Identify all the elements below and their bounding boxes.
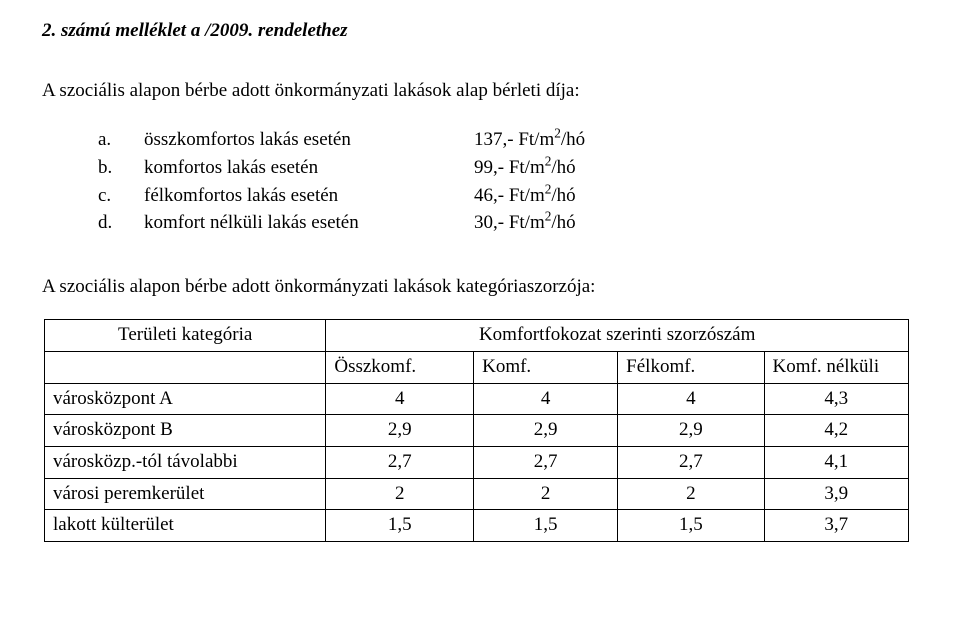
attachment-heading: 2. számú melléklet a /2009. rendelethez bbox=[42, 18, 918, 44]
fee-value: 137,- Ft/m2/hó bbox=[474, 127, 674, 153]
td-val: 1,5 bbox=[326, 510, 474, 542]
fee-value-prefix: 46,- Ft/m bbox=[474, 185, 545, 206]
intro-category-multipliers: A szociális alapon bérbe adott önkormány… bbox=[42, 274, 918, 300]
fee-value: 30,- Ft/m2/hó bbox=[474, 210, 674, 236]
fee-label: összkomfortos lakás esetén bbox=[144, 127, 474, 153]
th-sub: Komf. nélküli bbox=[764, 352, 909, 384]
td-val: 4,1 bbox=[764, 447, 909, 479]
fee-key: a. bbox=[98, 127, 144, 153]
td-val: 3,9 bbox=[764, 478, 909, 510]
th-comfort-span: Komfortfokozat szerinti szorzószám bbox=[326, 320, 909, 352]
fee-value: 46,- Ft/m2/hó bbox=[474, 183, 674, 209]
fee-label: komfortos lakás esetén bbox=[144, 155, 474, 181]
td-val: 2,7 bbox=[618, 447, 764, 479]
fee-label: félkomfortos lakás esetén bbox=[144, 183, 474, 209]
td-val: 2,9 bbox=[326, 415, 474, 447]
fee-value-prefix: 30,- Ft/m bbox=[474, 212, 545, 233]
th-sub: Összkomf. bbox=[326, 352, 474, 384]
table-row: lakott külterület 1,5 1,5 1,5 3,7 bbox=[45, 510, 909, 542]
td-val: 1,5 bbox=[618, 510, 764, 542]
td-area: lakott külterület bbox=[45, 510, 326, 542]
td-area: városközpont A bbox=[45, 383, 326, 415]
fee-value-sup: 2 bbox=[554, 126, 561, 141]
intro-rent-fees: A szociális alapon bérbe adott önkormány… bbox=[42, 78, 918, 104]
th-area-category: Területi kategória bbox=[45, 320, 326, 352]
td-area: városközp.-tól távolabbi bbox=[45, 447, 326, 479]
table-row: városközpont B 2,9 2,9 2,9 4,2 bbox=[45, 415, 909, 447]
table-row: városi peremkerület 2 2 2 3,9 bbox=[45, 478, 909, 510]
td-val: 4 bbox=[474, 383, 618, 415]
th-sub: Komf. bbox=[474, 352, 618, 384]
td-val: 3,7 bbox=[764, 510, 909, 542]
td-val: 2,7 bbox=[326, 447, 474, 479]
th-blank bbox=[45, 352, 326, 384]
td-area: városi peremkerület bbox=[45, 478, 326, 510]
table-header-row-1: Területi kategória Komfortfokozat szerin… bbox=[45, 320, 909, 352]
td-val: 2 bbox=[326, 478, 474, 510]
fee-key: d. bbox=[98, 210, 144, 236]
fee-label: komfort nélküli lakás esetén bbox=[144, 210, 474, 236]
td-val: 4,3 bbox=[764, 383, 909, 415]
fee-value-suffix: /hó bbox=[551, 212, 575, 233]
table-row: városközpont A 4 4 4 4,3 bbox=[45, 383, 909, 415]
fee-key: c. bbox=[98, 183, 144, 209]
td-val: 2 bbox=[618, 478, 764, 510]
table-header-row-2: Összkomf. Komf. Félkomf. Komf. nélküli bbox=[45, 352, 909, 384]
fee-value-suffix: /hó bbox=[551, 185, 575, 206]
th-sub: Félkomf. bbox=[618, 352, 764, 384]
td-val: 4,2 bbox=[764, 415, 909, 447]
fee-key: b. bbox=[98, 155, 144, 181]
td-val: 2,7 bbox=[474, 447, 618, 479]
fee-value-prefix: 99,- Ft/m bbox=[474, 157, 545, 178]
td-val: 1,5 bbox=[474, 510, 618, 542]
multiplier-table: Területi kategória Komfortfokozat szerin… bbox=[44, 319, 909, 541]
fee-value-suffix: /hó bbox=[551, 157, 575, 178]
fee-value-prefix: 137,- Ft/m bbox=[474, 129, 554, 150]
fee-value: 99,- Ft/m2/hó bbox=[474, 155, 674, 181]
td-val: 4 bbox=[618, 383, 764, 415]
td-val: 2 bbox=[474, 478, 618, 510]
td-val: 4 bbox=[326, 383, 474, 415]
td-val: 2,9 bbox=[618, 415, 764, 447]
fee-value-suffix: /hó bbox=[561, 129, 585, 150]
fee-list: a. összkomfortos lakás esetén 137,- Ft/m… bbox=[98, 127, 918, 236]
td-area: városközpont B bbox=[45, 415, 326, 447]
td-val: 2,9 bbox=[474, 415, 618, 447]
table-row: városközp.-tól távolabbi 2,7 2,7 2,7 4,1 bbox=[45, 447, 909, 479]
